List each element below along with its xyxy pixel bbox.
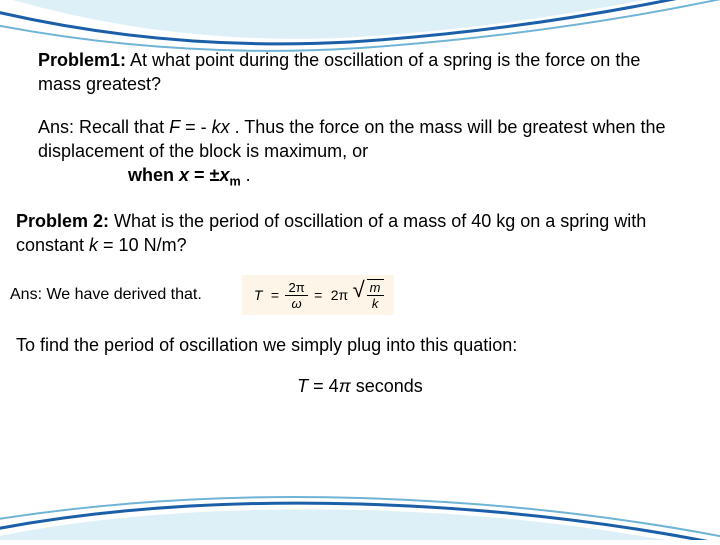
problem2-answer-row: Ans: We have derived that. T = 2π ω = 2π… [10, 275, 682, 315]
ans-eq-mid: = - [180, 117, 212, 137]
sqrt-den: k [367, 296, 384, 311]
formula-eq1: = [269, 287, 281, 303]
problem2-result: T = 4π seconds [38, 376, 682, 397]
problem2-question: Problem 2: What is the period of oscilla… [16, 209, 682, 258]
result-unit: seconds [351, 376, 423, 396]
problem1-answer: Ans: Recall that F = - kx . Thus the for… [38, 115, 682, 191]
formula-sqrt: m k [355, 279, 384, 311]
problem1-question: Problem1: At what point during the oscil… [38, 48, 682, 97]
when-dot: . [241, 165, 251, 185]
sqrt-num: m [367, 280, 384, 296]
problem2-conclusion: To find the period of oscillation we sim… [16, 333, 682, 357]
problem1-text: At what point during the oscillation of … [38, 50, 640, 94]
period-formula: T = 2π ω = 2π m k [242, 275, 394, 315]
problem2-label: Problem 2: [16, 211, 109, 231]
formula-2pi: 2π [329, 287, 350, 303]
formula-T: T [252, 287, 265, 303]
ans-eq-lhs: F [169, 117, 180, 137]
result-T: T [297, 376, 308, 396]
frac1-num: 2π [285, 280, 307, 296]
formula-frac1: 2π ω [285, 280, 307, 311]
slide-content: Problem1: At what point during the oscil… [0, 0, 720, 417]
when-eq: = ± [189, 165, 219, 185]
problem2-ans-text: We have derived that. [42, 286, 202, 303]
frac1-den: ω [285, 296, 307, 311]
when-sub-var: x [219, 165, 229, 185]
when-var: x [179, 165, 189, 185]
problem2-qpost: = 10 N/m? [98, 235, 187, 255]
problem2-k: k [89, 235, 98, 255]
ans-eq-rhs: kx [212, 117, 230, 137]
result-pi: π [339, 376, 351, 396]
problem2-ans-text-block: Ans: We have derived that. [10, 286, 202, 304]
ans-pre: Recall that [74, 117, 169, 137]
problem2-ans-label: Ans: [10, 286, 42, 303]
result-eq: = 4 [308, 376, 339, 396]
ans-label: Ans: [38, 117, 74, 137]
problem1-label: Problem1: [38, 50, 126, 70]
formula-eq2: = [312, 287, 324, 303]
when-sub: m [229, 175, 240, 189]
conclusion-text: To find the period of oscillation we sim… [16, 335, 517, 355]
when-prefix: when [128, 165, 179, 185]
